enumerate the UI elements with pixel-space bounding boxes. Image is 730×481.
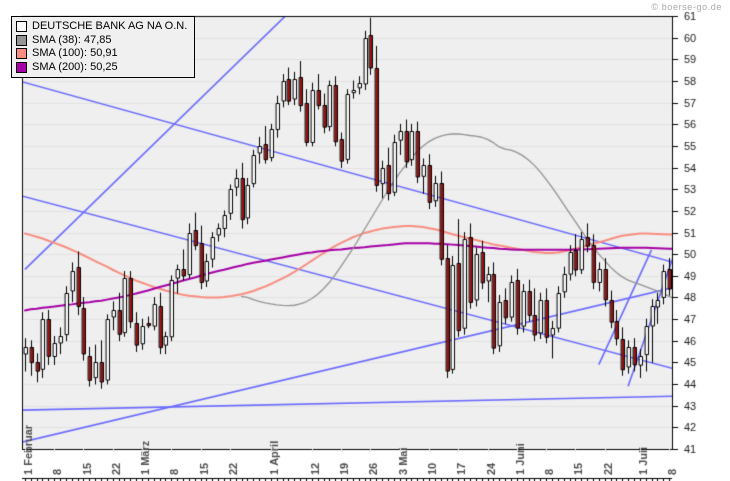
legend-item[interactable]: DEUTSCHE BANK AG NA O.N.: [16, 20, 187, 34]
legend-item[interactable]: SMA (38): 47,85: [16, 34, 187, 48]
legend-label-instrument: DEUTSCHE BANK AG NA O.N.: [32, 20, 188, 32]
legend-label-sma100: SMA (100): 50,91: [32, 47, 118, 59]
site-watermark: © boerse-go.de: [651, 2, 722, 12]
legend-swatch-instrument: [16, 21, 27, 33]
legend-label-sma38: SMA (38): 47,85: [32, 33, 112, 46]
legend-swatch-sma38: [16, 34, 27, 46]
chart-legend: DEUTSCHE BANK AG NA O.N. SMA (38): 47,85…: [11, 16, 196, 78]
legend-item[interactable]: SMA (100): 50,91: [16, 47, 187, 61]
legend-swatch-sma200: [16, 61, 27, 73]
legend-item[interactable]: SMA (200): 50,25: [16, 61, 187, 75]
legend-swatch-sma100: [16, 48, 27, 60]
legend-label-sma200: SMA (200): 50,25: [32, 60, 118, 73]
